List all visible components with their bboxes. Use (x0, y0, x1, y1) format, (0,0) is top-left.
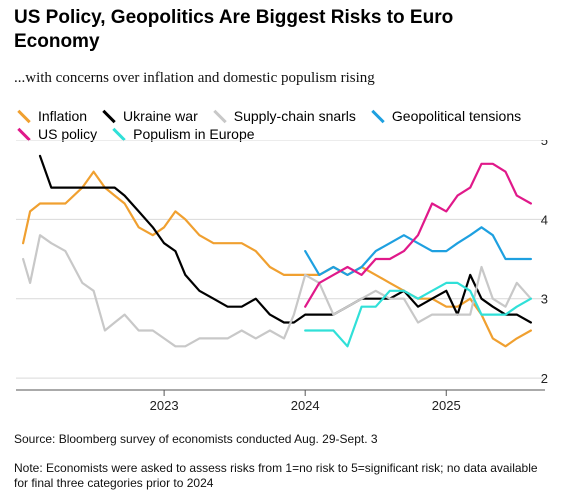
series-line-inflation (22, 170, 533, 348)
chart-subtitle: ...with concerns over inflation and dome… (14, 70, 375, 86)
legend-swatch-inflation (17, 109, 31, 123)
legend-item-supply-chain: Supply-chain snarls (210, 107, 356, 125)
legend-row-2: US policy Populism in Europe (14, 125, 574, 143)
line-chart: 2 3 4 5 2023 2024 2025 (16, 140, 548, 413)
series-line-supply-chain-snarls (22, 234, 533, 348)
series-lines (22, 154, 533, 348)
legend-label-geopolitical: Geopolitical tensions (391, 108, 522, 124)
legend: Inflation Ukraine war Supply-chain snarl… (14, 107, 574, 143)
series-line-us-policy (304, 162, 533, 308)
grid-lines (16, 140, 545, 379)
legend-item-us-policy: US policy (14, 125, 97, 143)
legend-label-ukraine-war: Ukraine war (123, 108, 198, 124)
legend-swatch-geopolitical (371, 109, 385, 123)
footnote: Note: Economists were asked to assess ri… (14, 461, 538, 490)
legend-label-supply-chain: Supply-chain snarls (233, 108, 356, 124)
legend-item-geopolitical: Geopolitical tensions (368, 107, 521, 125)
legend-label-inflation: Inflation (38, 108, 88, 124)
legend-swatch-supply-chain (213, 109, 227, 123)
y-tick-label-2: 2 (541, 371, 548, 386)
legend-item-inflation: Inflation (14, 107, 87, 125)
x-tick-label-2023: 2023 (150, 398, 179, 413)
x-axis-ticks: 2023 2024 2025 (150, 390, 461, 413)
legend-row-1: Inflation Ukraine war Supply-chain snarl… (14, 107, 574, 125)
legend-item-ukraine-war: Ukraine war (99, 107, 198, 125)
source-note: Source: Bloomberg survey of economists c… (14, 432, 378, 446)
series-line-populism-in-europe (304, 281, 533, 348)
legend-label-populism: Populism in Europe (133, 126, 255, 142)
y-tick-label-4: 4 (541, 212, 548, 227)
y-tick-label-3: 3 (541, 292, 548, 307)
x-tick-label-2024: 2024 (291, 398, 320, 413)
series-line-geopolitical-tensions (304, 226, 533, 276)
y-axis-ticks: 2 3 4 5 (541, 140, 548, 386)
chart-title: US Policy, Geopolitics Are Biggest Risks… (14, 7, 454, 52)
series-line-ukraine-war (38, 154, 533, 324)
legend-label-us-policy: US policy (38, 126, 98, 142)
y-tick-label-5: 5 (541, 140, 548, 148)
legend-item-populism: Populism in Europe (109, 125, 255, 143)
legend-swatch-us-policy (17, 127, 31, 141)
legend-swatch-populism (112, 127, 126, 141)
legend-swatch-ukraine-war (102, 109, 116, 123)
x-tick-label-2025: 2025 (432, 398, 461, 413)
